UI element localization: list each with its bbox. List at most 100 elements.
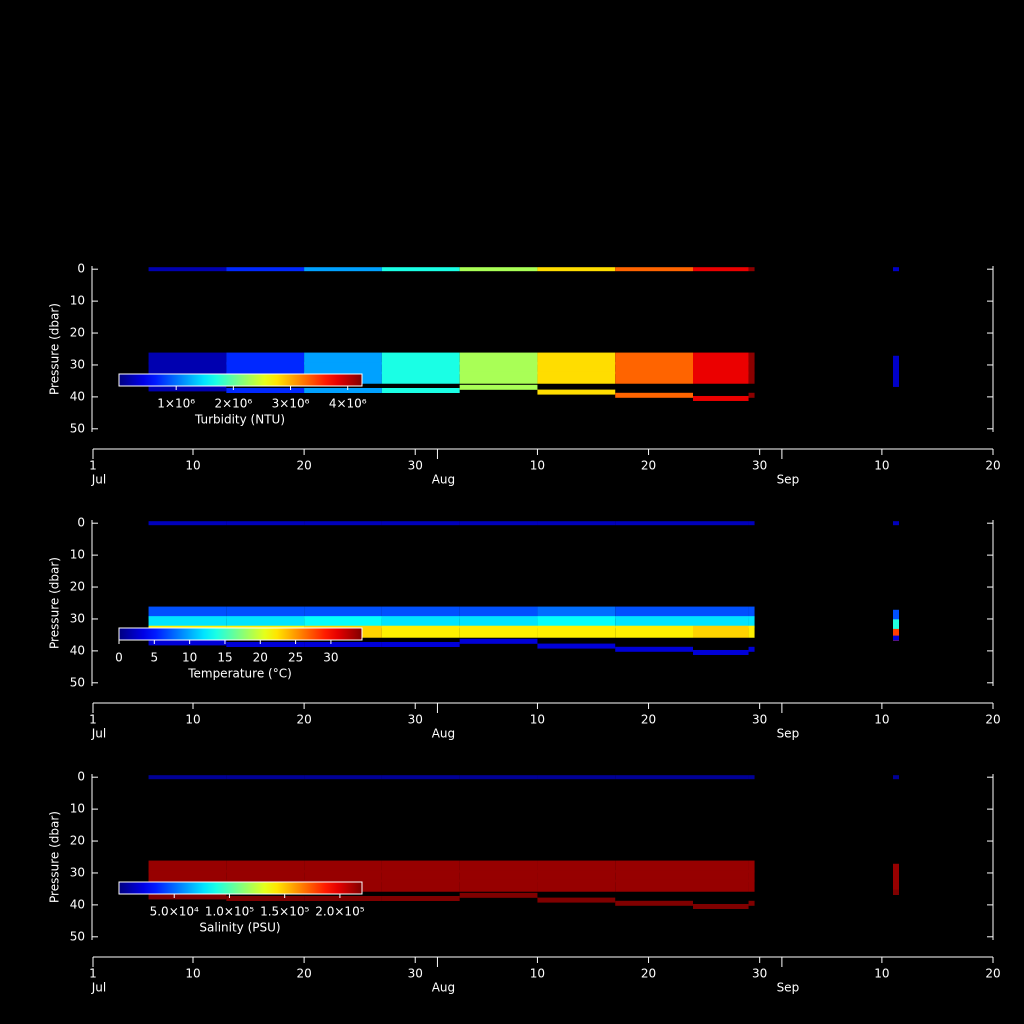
y-tick-label: 10 xyxy=(70,548,85,562)
x-tick-label: 30 xyxy=(408,713,423,727)
x-tick-label: 10 xyxy=(185,459,200,473)
data-point xyxy=(381,371,460,384)
colorbar-tick-label: 4×10⁶ xyxy=(329,397,367,411)
x-tick-label: 1 xyxy=(89,967,97,981)
data-point xyxy=(893,619,899,632)
y-tick-label: 40 xyxy=(70,897,85,911)
colorbar-tick-label: 0 xyxy=(115,651,123,665)
data-point xyxy=(381,896,460,901)
data-point xyxy=(226,860,305,873)
data-point xyxy=(615,879,693,892)
colorbar-tick-label: 1×10⁶ xyxy=(157,397,195,411)
data-point xyxy=(459,638,538,644)
data-point xyxy=(537,352,616,365)
data-point xyxy=(537,625,616,638)
data-point xyxy=(304,860,382,873)
x-month-label: Jul xyxy=(91,473,106,487)
data-point xyxy=(459,625,538,638)
y-tick-label: 10 xyxy=(70,802,85,816)
data-point xyxy=(615,616,693,629)
y-axis-label: Pressure (dbar) xyxy=(48,811,62,903)
data-point xyxy=(459,860,538,873)
data-point xyxy=(748,352,755,365)
x-tick-label: 10 xyxy=(530,713,545,727)
x-month-label: Aug xyxy=(432,727,455,741)
data-point xyxy=(459,352,538,365)
data-point xyxy=(226,616,305,629)
data-point xyxy=(893,609,899,622)
data-point xyxy=(615,900,693,906)
colorbar xyxy=(118,373,363,387)
data-point xyxy=(537,897,616,903)
data-point xyxy=(893,355,899,368)
data-point xyxy=(304,616,382,629)
colorbar-tick-label: 5.0×10⁴ xyxy=(150,905,199,919)
data-point xyxy=(693,362,749,375)
data-point xyxy=(381,267,460,272)
data-point xyxy=(693,371,749,384)
data-point xyxy=(459,775,538,780)
x-tick-label: 30 xyxy=(752,967,767,981)
data-point xyxy=(304,896,382,901)
data-point xyxy=(615,371,693,384)
y-tick-label: 20 xyxy=(70,580,85,594)
data-point xyxy=(148,870,227,883)
data-point xyxy=(893,628,899,641)
data-point xyxy=(148,267,227,272)
data-point xyxy=(148,894,227,900)
data-point xyxy=(459,384,538,390)
data-point xyxy=(537,362,616,375)
data-point xyxy=(693,616,749,629)
y-axis-label: Pressure (dbar) xyxy=(48,557,62,649)
data-point xyxy=(459,521,538,526)
data-point xyxy=(381,616,460,629)
data-point xyxy=(226,362,305,375)
data-point xyxy=(148,386,227,392)
x-tick-label: 1 xyxy=(89,713,97,727)
y-tick-label: 50 xyxy=(70,421,85,435)
data-point xyxy=(537,860,616,873)
data-point xyxy=(304,352,382,365)
data-point xyxy=(381,870,460,883)
data-point xyxy=(304,388,382,393)
data-point xyxy=(693,879,749,892)
data-point xyxy=(893,267,899,272)
data-point xyxy=(148,521,227,526)
x-tick-label: 1 xyxy=(89,459,97,473)
data-point xyxy=(693,395,749,401)
y-tick-label: 10 xyxy=(70,294,85,308)
data-point xyxy=(226,388,305,393)
data-point xyxy=(381,775,460,780)
data-point xyxy=(459,267,538,272)
data-point xyxy=(537,643,616,649)
y-tick-label: 20 xyxy=(70,834,85,848)
colorbar-label: Temperature (°C) xyxy=(187,667,292,681)
data-point xyxy=(693,775,749,780)
data-point xyxy=(459,616,538,629)
data-point xyxy=(304,606,382,619)
y-tick-label: 0 xyxy=(77,262,85,276)
colorbar-tick-label: 3×10⁶ xyxy=(272,397,310,411)
data-point xyxy=(537,616,616,629)
y-tick-label: 30 xyxy=(70,357,85,371)
x-month-label: Sep xyxy=(777,981,800,995)
data-point xyxy=(537,879,616,892)
data-point xyxy=(893,635,899,641)
y-tick-label: 0 xyxy=(77,770,85,784)
x-tick-label: 10 xyxy=(185,967,200,981)
data-point xyxy=(893,863,899,876)
colorbar-tick-label: 1.0×10⁵ xyxy=(205,905,254,919)
data-point xyxy=(893,374,899,387)
data-point xyxy=(693,267,749,272)
data-point xyxy=(226,352,305,365)
data-point xyxy=(537,606,616,619)
x-month-label: Jul xyxy=(91,727,106,741)
data-point xyxy=(893,521,899,526)
y-tick-label: 40 xyxy=(70,643,85,657)
y-tick-label: 50 xyxy=(70,929,85,943)
x-tick-label: 10 xyxy=(874,459,889,473)
data-point xyxy=(693,870,749,883)
x-tick-label: 20 xyxy=(641,713,656,727)
colorbar xyxy=(118,881,363,895)
data-point xyxy=(615,625,693,638)
